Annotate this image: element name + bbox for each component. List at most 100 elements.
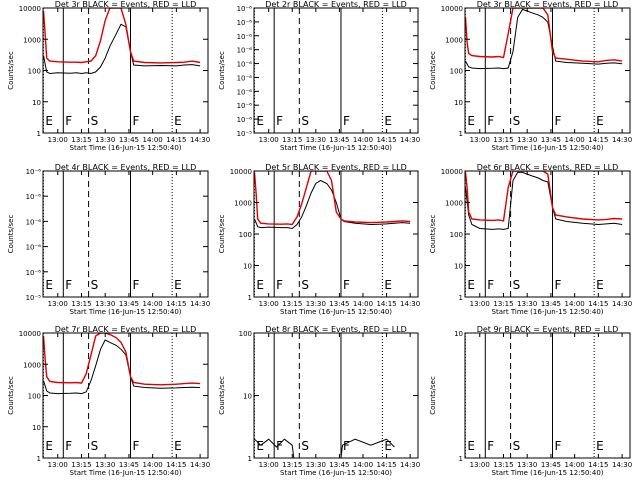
event-marker: F: [343, 439, 350, 453]
x-axis-label: Start Time (16-Jun-15 12:50:40): [280, 308, 392, 316]
event-marker: E: [467, 278, 475, 292]
y-tick-label: 1: [459, 455, 463, 463]
y-tick-label: 10: [454, 330, 463, 338]
lld-trace: [465, 8, 623, 63]
x-axis-label: Start Time (16-Jun-15 12:50:40): [70, 144, 182, 152]
event-marker: F: [276, 278, 283, 292]
y-tick-label: 10⁻⁵: [237, 130, 253, 138]
y-axis-label: Counts/sec: [7, 51, 15, 90]
x-tick-label: 13:15: [493, 136, 513, 144]
y-tick-label: 1: [459, 130, 463, 138]
event-marker: E: [45, 278, 53, 292]
y-tick-label: 10000: [441, 168, 463, 176]
y-tick-label: 10: [32, 424, 41, 432]
y-tick-label: 1: [37, 130, 41, 138]
event-marker: E: [256, 439, 264, 453]
x-tick-label: 13:15: [282, 136, 302, 144]
x-tick-label: 13:15: [282, 300, 302, 308]
x-tick-label: 14:15: [166, 461, 186, 469]
event-marker: E: [384, 114, 392, 128]
panel-title: Det 3r BLACK = Events, RED = LLD: [477, 0, 619, 9]
x-tick-label: 14:30: [400, 461, 420, 469]
x-tick-label: 13:30: [95, 461, 115, 469]
events-trace: [254, 179, 411, 230]
event-marker: S: [513, 439, 521, 453]
panel-title: Det 2r BLACK = Events, RED = LLD: [265, 0, 407, 9]
panel-title: Det 6r BLACK = Events, RED = LLD: [477, 163, 619, 172]
event-marker: F: [65, 439, 72, 453]
event-marker: F: [133, 439, 140, 453]
x-tick-label: 13:30: [95, 136, 115, 144]
event-marker: E: [467, 114, 475, 128]
x-tick-label: 14:15: [588, 461, 608, 469]
event-marker: F: [343, 114, 350, 128]
x-axis-label: Start Time (16-Jun-15 12:50:40): [280, 469, 392, 477]
panel-title: Det 9r BLACK = Events, RED = LLD: [477, 325, 619, 334]
y-tick-label: 1000: [23, 36, 41, 44]
x-tick-label: 13:15: [282, 461, 302, 469]
x-tick-label: 13:30: [306, 136, 326, 144]
events-trace: [465, 171, 623, 230]
y-tick-label: 10⁻⁶: [237, 47, 253, 55]
event-marker: S: [301, 439, 309, 453]
event-marker: S: [513, 114, 521, 128]
x-tick-label: 13:00: [48, 461, 68, 469]
x-axis-label: Start Time (16-Jun-15 12:50:40): [70, 308, 182, 316]
x-tick-label: 13:00: [470, 461, 490, 469]
event-marker: F: [276, 439, 283, 453]
x-tick-label: 14:00: [143, 461, 163, 469]
y-tick-label: 10⁻⁶: [237, 5, 253, 13]
event-marker: E: [256, 114, 264, 128]
event-marker: E: [596, 439, 604, 453]
y-tick-label: 10000: [19, 330, 41, 338]
x-tick-label: 14:15: [166, 136, 186, 144]
x-tick-label: 14:30: [190, 136, 210, 144]
event-marker: E: [45, 439, 53, 453]
event-marker: E: [384, 278, 392, 292]
y-tick-label: 10000: [230, 168, 252, 176]
x-axis-label: Start Time (16-Jun-15 12:50:40): [492, 144, 604, 152]
y-tick-label: 10⁻⁶: [237, 88, 253, 96]
panel-title: Det 8r BLACK = Events, RED = LLD: [265, 325, 407, 334]
y-tick-label: 1000: [23, 361, 41, 369]
x-tick-label: 14:30: [400, 136, 420, 144]
x-tick-label: 13:45: [119, 461, 139, 469]
event-marker: E: [174, 439, 182, 453]
y-tick-label: 1: [459, 294, 463, 302]
x-tick-label: 14:00: [143, 136, 163, 144]
events-trace: [43, 23, 201, 75]
x-tick-label: 13:00: [48, 300, 68, 308]
panel-title: Det 4r BLACK = Events, RED = LLD: [55, 163, 197, 172]
event-marker: E: [596, 278, 604, 292]
event-marker: F: [555, 114, 562, 128]
y-axis-label: Counts/sec: [429, 51, 437, 90]
y-tick-label: 1000: [445, 200, 463, 208]
x-tick-label: 13:00: [470, 136, 490, 144]
y-tick-label: 10⁻⁶: [26, 193, 42, 201]
x-tick-label: 14:00: [565, 461, 585, 469]
lld-trace: [43, 8, 201, 64]
plot-frame: [464, 332, 631, 459]
x-tick-label: 14:15: [376, 300, 396, 308]
y-tick-label: 1: [248, 294, 252, 302]
event-marker: E: [596, 114, 604, 128]
y-tick-label: 1: [248, 455, 252, 463]
x-tick-label: 14:30: [612, 136, 632, 144]
event-marker: F: [133, 278, 140, 292]
event-marker: F: [487, 278, 494, 292]
x-tick-label: 13:30: [306, 461, 326, 469]
y-tick-label: 10⁻⁶: [26, 269, 42, 277]
y-tick-label: 10⁻⁶: [26, 218, 42, 226]
x-tick-label: 13:45: [541, 461, 561, 469]
plot-frame: [253, 7, 419, 134]
x-tick-label: 13:45: [329, 461, 349, 469]
y-tick-label: 10⁻⁶: [237, 116, 253, 124]
x-tick-label: 13:30: [95, 300, 115, 308]
x-tick-label: 14:30: [400, 300, 420, 308]
event-marker: E: [174, 278, 182, 292]
lld-trace: [465, 171, 623, 222]
